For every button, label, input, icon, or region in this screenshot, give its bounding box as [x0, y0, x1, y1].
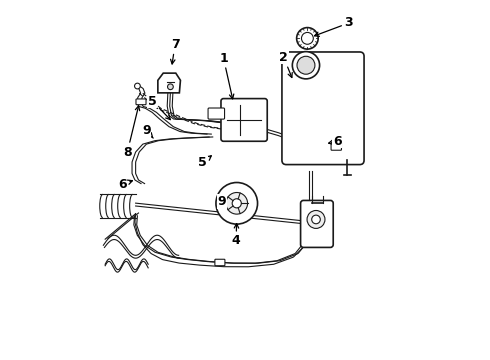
Circle shape	[216, 183, 258, 224]
Circle shape	[135, 83, 140, 89]
Circle shape	[226, 193, 247, 214]
FancyBboxPatch shape	[221, 99, 267, 141]
Circle shape	[312, 215, 320, 224]
Text: 3: 3	[315, 17, 353, 36]
Text: 9: 9	[142, 124, 153, 138]
Text: 8: 8	[123, 106, 140, 158]
FancyBboxPatch shape	[136, 99, 146, 105]
Circle shape	[293, 51, 319, 79]
FancyBboxPatch shape	[282, 52, 364, 165]
Circle shape	[301, 32, 313, 44]
Circle shape	[296, 28, 318, 49]
Text: 5: 5	[198, 156, 211, 169]
FancyBboxPatch shape	[215, 259, 225, 266]
Circle shape	[307, 211, 325, 228]
Text: 6: 6	[118, 178, 132, 191]
Text: 5: 5	[148, 95, 171, 120]
Circle shape	[232, 199, 242, 208]
Circle shape	[168, 84, 173, 90]
FancyBboxPatch shape	[208, 108, 224, 119]
Text: 1: 1	[219, 51, 234, 99]
FancyBboxPatch shape	[331, 142, 342, 150]
Text: 9: 9	[218, 195, 226, 208]
Text: 2: 2	[279, 51, 292, 77]
Polygon shape	[158, 73, 180, 93]
Text: 4: 4	[232, 224, 241, 247]
Circle shape	[297, 56, 315, 74]
FancyBboxPatch shape	[300, 201, 333, 247]
Text: 7: 7	[171, 38, 179, 64]
Text: 6: 6	[329, 135, 342, 148]
